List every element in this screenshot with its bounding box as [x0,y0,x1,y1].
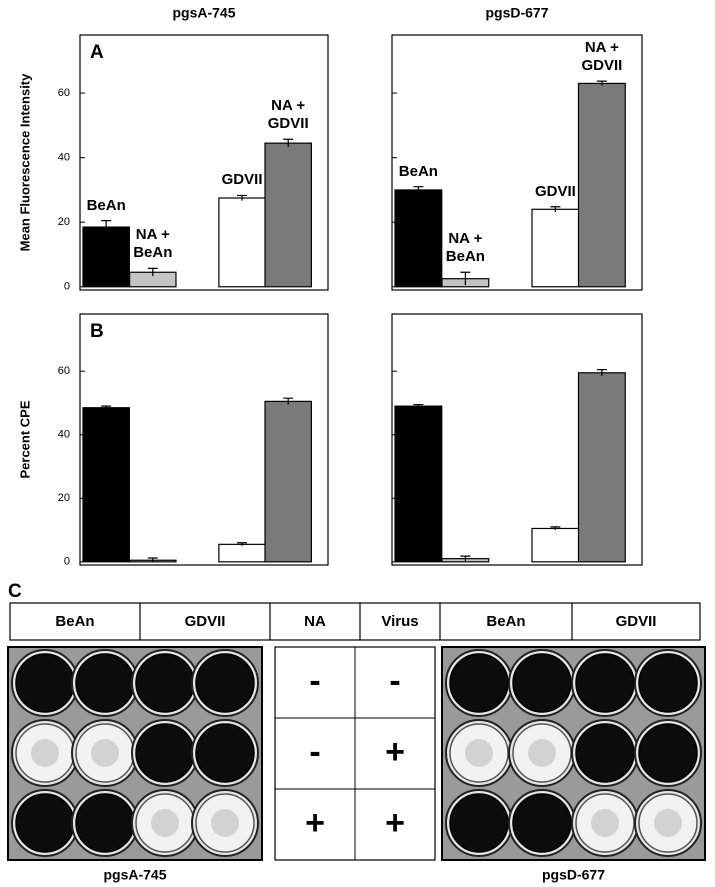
error-bar [413,186,424,194]
panel-label: A [90,42,104,63]
sign: - [309,662,320,700]
header-row [9,602,701,641]
bar-label: NA + BeAn [133,226,173,262]
error-bar [550,206,561,212]
well-stain [31,739,59,767]
bar [531,208,580,288]
sign: - [389,662,400,700]
well [638,723,698,783]
well [512,793,572,853]
well [638,653,698,713]
y-axis-label: Percent CPE [17,400,32,478]
bar [82,226,130,288]
well [512,653,572,713]
panel-label: B [90,321,104,342]
plot-frame [391,313,643,566]
bar [218,543,266,563]
error-bar [283,138,294,148]
well-stain [591,809,619,837]
y-tick-label: 20 [58,492,70,504]
bar [577,82,626,288]
y-tick-label: 40 [58,429,70,441]
header-cell: NA [304,613,326,630]
bar [82,407,130,563]
error-bar [101,220,112,234]
y-tick-label: 60 [58,87,70,99]
well-stain [528,739,556,767]
bar [264,142,312,288]
bar-label: NA + BeAn [445,230,485,266]
error-bar [550,526,561,531]
well [449,793,509,853]
header-cell: BeAn [486,613,525,630]
column-title: pgsA-745 [172,5,235,21]
well-stain [211,809,239,837]
plot-frame [79,34,329,291]
bar [577,372,626,563]
error-bar [413,403,424,408]
bar [394,189,443,288]
well [15,793,75,853]
well [575,653,635,713]
y-tick-label: 0 [64,281,70,293]
bar [394,405,443,563]
header-cell: BeAn [55,613,94,630]
plot-frame [391,34,643,291]
plate-label: pgsD-677 [542,867,605,883]
well-stain [654,809,682,837]
y-tick-label: 40 [58,152,70,164]
well [195,653,255,713]
column-title: pgsD-677 [485,5,548,21]
error-bar [237,542,248,546]
error-bar [147,267,158,277]
sign: + [385,733,405,771]
well [75,653,135,713]
bar-label: NA + GDVII [581,39,623,75]
error-bar [460,271,471,286]
panel-label: C [8,581,22,602]
y-tick-label: 60 [58,365,70,377]
header-cell: Virus [381,613,418,630]
well [75,793,135,853]
bar-label: BeAn [86,196,126,214]
well [575,723,635,783]
y-tick-label: 0 [64,556,70,568]
y-tick-label: 20 [58,216,70,228]
bar [264,400,312,563]
error-bar [101,405,112,410]
well [15,653,75,713]
error-bar [460,555,471,562]
header-cell: GDVII [185,613,226,630]
well-stain [465,739,493,767]
plot-frame [79,313,329,566]
bar-label: GDVII [534,182,576,200]
bar [218,197,266,288]
plate-label: pgsA-745 [103,867,166,883]
error-bar [283,397,294,405]
error-bar [596,369,607,376]
error-bar [237,194,248,201]
y-axis-label: Mean Fluorescence Intensity [17,73,32,251]
bar [531,527,580,563]
sign: + [385,804,405,842]
bar-label: BeAn [398,162,438,180]
bar-label: NA + GDVII [267,97,309,133]
sign: - [309,733,320,771]
well [449,653,509,713]
well [195,723,255,783]
error-bar [147,557,158,563]
sign: + [305,804,325,842]
well-stain [151,809,179,837]
well [135,723,195,783]
bar-label: GDVII [221,171,263,189]
well-stain [91,739,119,767]
well [135,653,195,713]
error-bar [596,80,607,86]
header-cell: GDVII [616,613,657,630]
